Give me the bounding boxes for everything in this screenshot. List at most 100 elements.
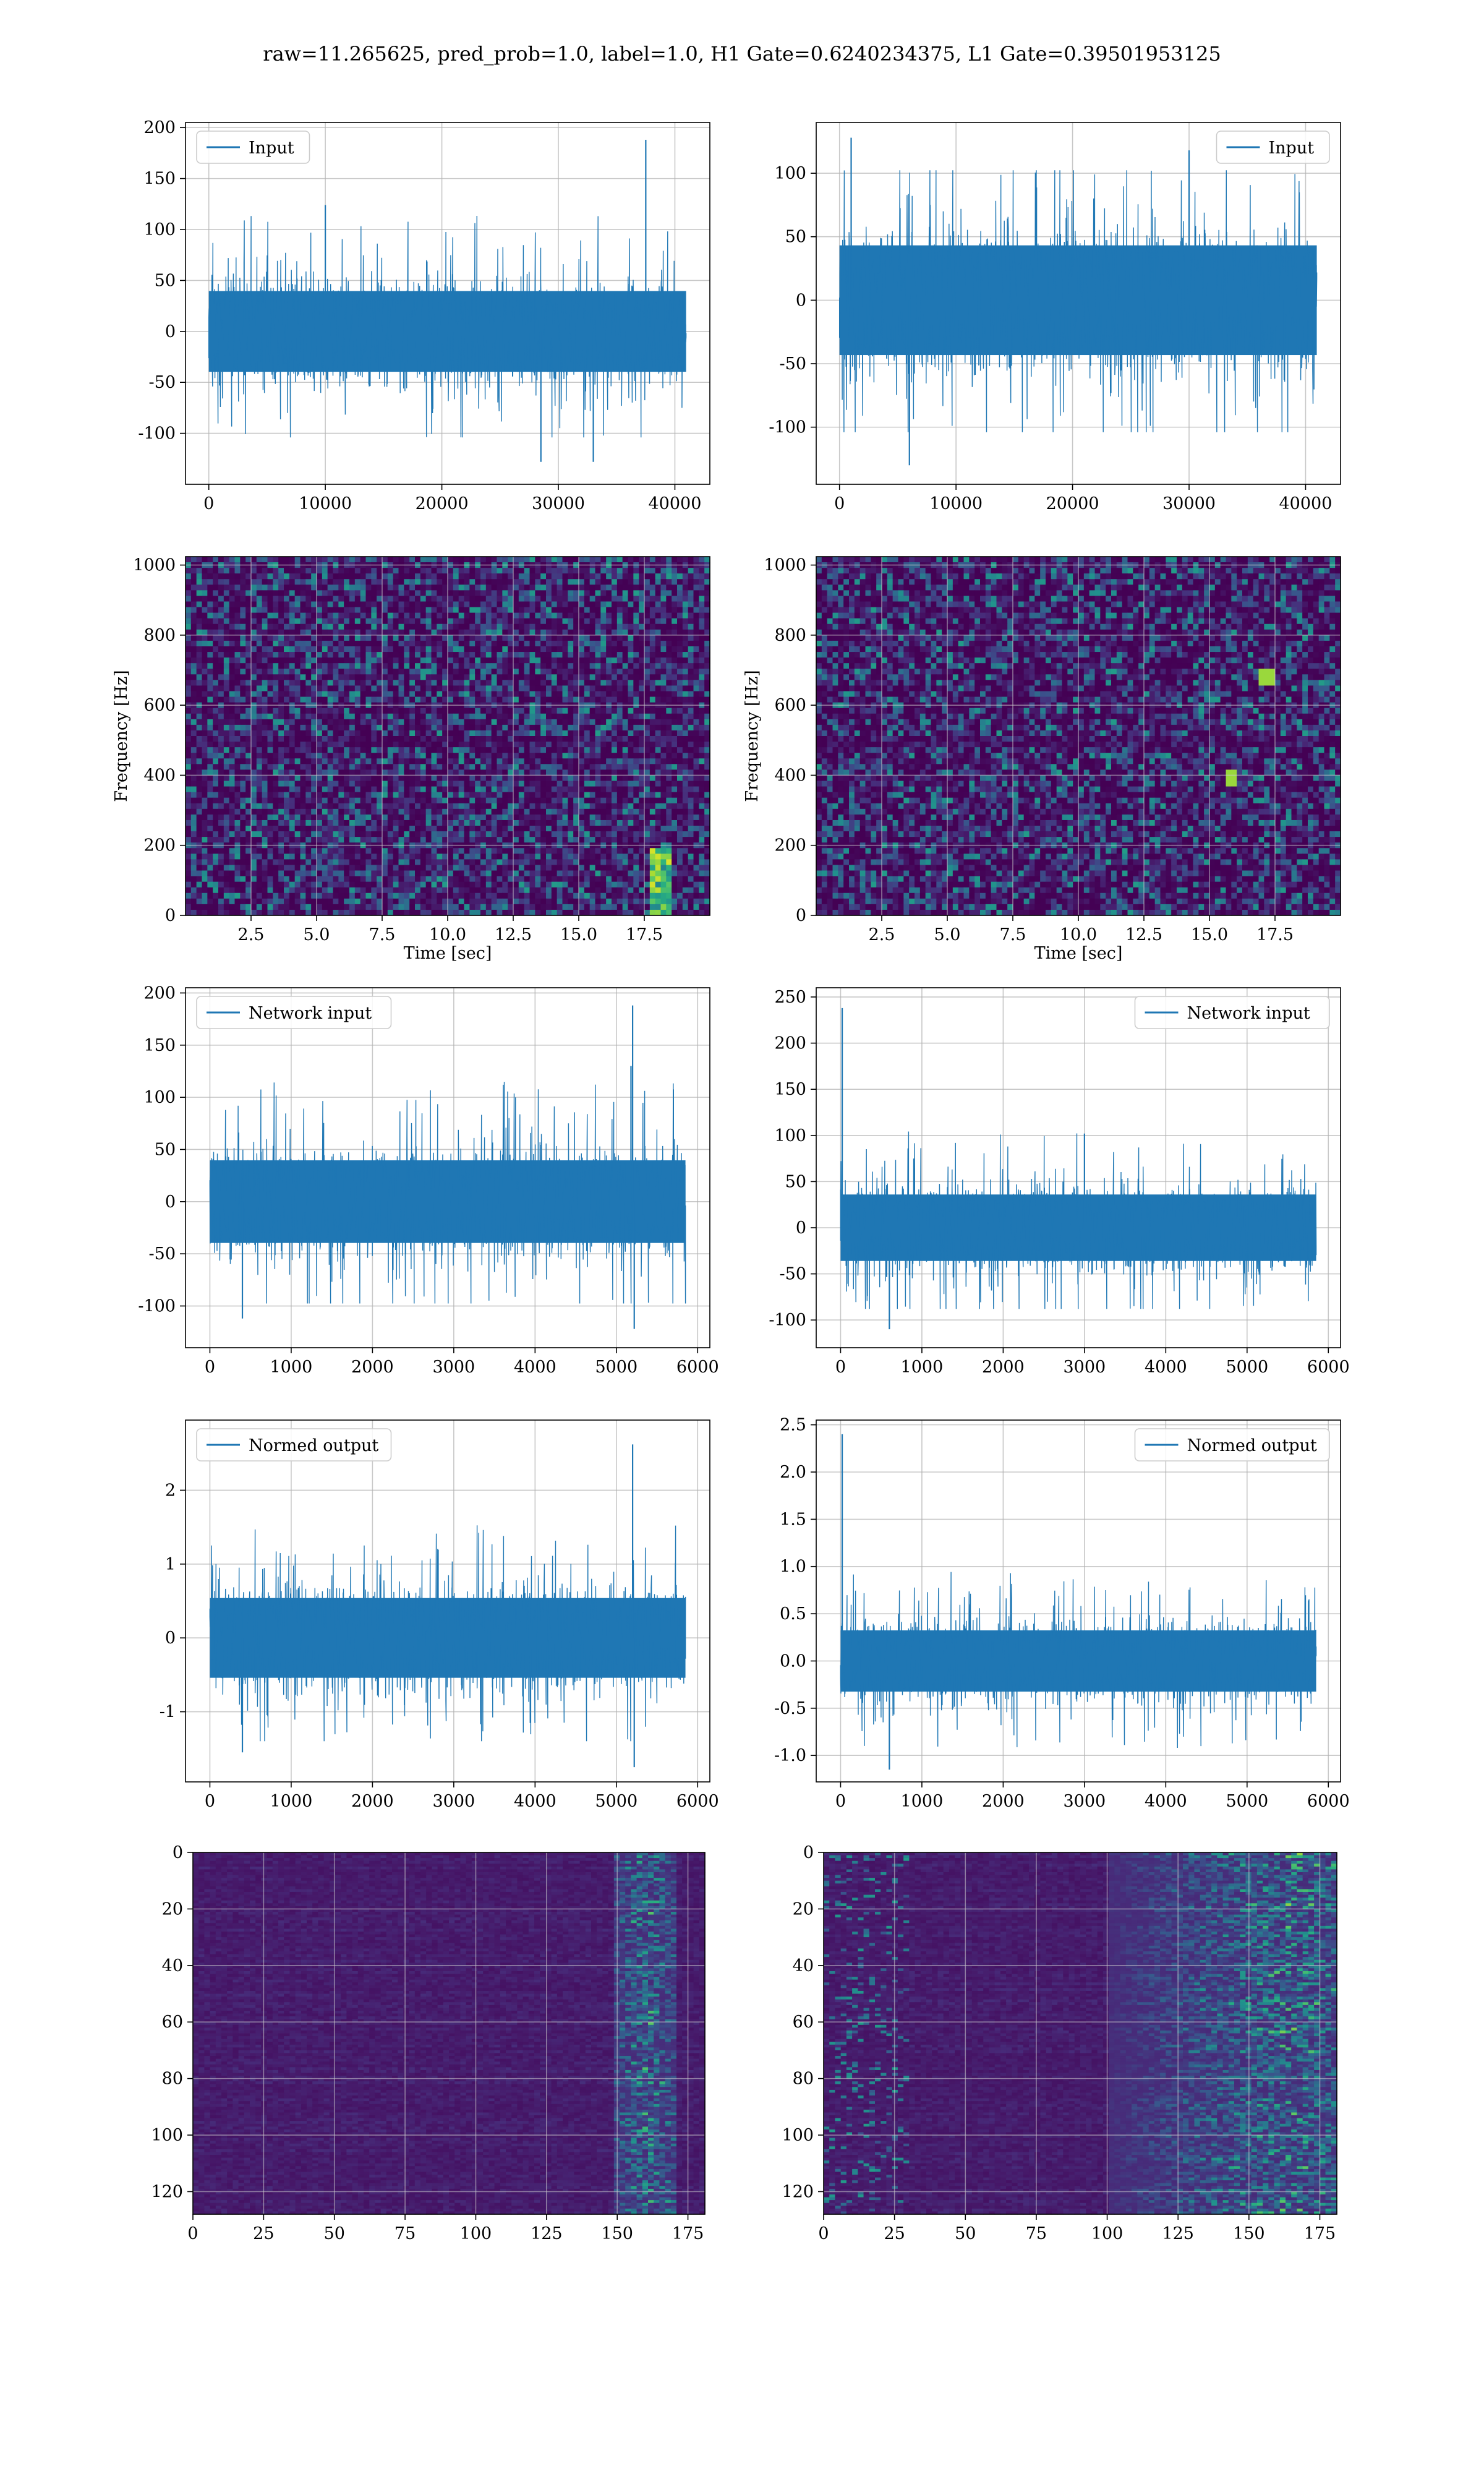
spectrogram-cell	[655, 573, 661, 580]
spectrogram-cell	[459, 820, 464, 826]
spectrogram-cell	[207, 820, 213, 826]
spectrogram-cell	[595, 742, 601, 748]
spectrogram-cell	[513, 691, 519, 698]
spectrogram-cell	[612, 792, 617, 798]
spectrogram-cell	[448, 826, 453, 832]
spectrogram-cell	[191, 680, 197, 686]
spectrogram-cell	[317, 753, 322, 759]
spectrogram-cell	[497, 730, 503, 737]
spectrogram-cell	[508, 730, 513, 737]
spectrogram-cell	[409, 803, 415, 810]
spectrogram-cell	[355, 781, 360, 787]
spectrogram-cell	[268, 809, 273, 815]
spectrogram-cell	[202, 635, 208, 641]
spectrogram-cell	[606, 815, 612, 821]
spectrogram-cell	[672, 725, 677, 731]
spectrogram-cell	[480, 590, 486, 596]
spectrogram-cell	[683, 730, 688, 737]
spectrogram-cell	[475, 708, 480, 714]
spectrogram-cell	[584, 775, 590, 781]
spectrogram-cell	[355, 641, 360, 647]
spectrogram-cell	[420, 584, 426, 591]
spectrogram-cell	[377, 719, 382, 726]
spectrogram-cell	[245, 652, 251, 658]
spectrogram-cell	[245, 803, 251, 810]
spectrogram-cell	[683, 719, 688, 726]
spectrogram-cell	[694, 624, 699, 630]
spectrogram-cell	[432, 602, 437, 608]
spectrogram-cell	[612, 730, 617, 737]
spectrogram-cell	[628, 719, 634, 726]
spectrogram-cell	[432, 775, 437, 781]
spectrogram-cell	[262, 714, 268, 720]
spectrogram-cell	[530, 568, 535, 574]
spectrogram-cell	[535, 652, 540, 658]
spectrogram-cell	[557, 613, 563, 619]
spectrogram-cell	[530, 792, 535, 798]
spectrogram-cell	[694, 730, 699, 737]
spectrogram-cell	[683, 758, 688, 764]
spectrogram-cell	[448, 635, 453, 641]
spectrogram-cell	[399, 624, 404, 630]
spectrogram-cell	[475, 730, 480, 737]
spectrogram-cell	[688, 657, 694, 664]
spectrogram-cell	[508, 719, 513, 726]
spectrogram-cell	[366, 663, 372, 669]
spectrogram-cell	[191, 697, 197, 703]
spectrogram-cell	[404, 663, 409, 669]
spectrogram-cell	[672, 674, 677, 680]
spectrogram-cell	[519, 680, 524, 686]
spectrogram-cell	[273, 798, 278, 804]
spectrogram-cell	[563, 714, 568, 720]
spectrogram-cell	[251, 725, 257, 731]
spectrogram-cell	[328, 697, 333, 703]
spectrogram-cell	[492, 674, 497, 680]
spectrogram-cell	[207, 725, 213, 731]
spectrogram-cell	[311, 618, 317, 625]
spectrogram-cell	[442, 769, 448, 776]
spectrogram-cell	[377, 579, 382, 585]
spectrogram-cell	[186, 831, 191, 837]
spectrogram-cell	[235, 579, 241, 585]
spectrogram-cell	[349, 742, 355, 748]
spectrogram-cell	[251, 568, 257, 574]
spectrogram-cell	[355, 680, 360, 686]
spectrogram-cell	[563, 787, 568, 793]
spectrogram-cell	[257, 630, 262, 636]
spectrogram-cell	[666, 669, 672, 675]
spectrogram-cell	[388, 663, 393, 669]
spectrogram-cell	[399, 663, 404, 669]
spectrogram-cell	[546, 764, 552, 770]
spectrogram-cell	[426, 753, 432, 759]
spectrogram-cell	[344, 820, 349, 826]
spectrogram-cell	[661, 630, 667, 636]
spectrogram-cell	[301, 641, 306, 647]
spectrogram-cell	[535, 809, 540, 815]
spectrogram-cell	[191, 747, 197, 753]
spectrogram-cell	[360, 691, 366, 698]
spectrogram-cell	[289, 691, 295, 698]
spectrogram-cell	[344, 747, 349, 753]
spectrogram-cell	[513, 602, 519, 608]
spectrogram-cell	[563, 646, 568, 653]
spectrogram-cell	[459, 685, 464, 691]
spectrogram-cell	[513, 792, 519, 798]
spectrogram-cell	[360, 714, 366, 720]
spectrogram-cell	[535, 590, 540, 596]
spectrogram-cell	[273, 557, 278, 563]
spectrogram-cell	[699, 618, 704, 625]
spectrogram-cell	[333, 831, 339, 837]
spectrogram-cell	[197, 630, 202, 636]
spectrogram-cell	[437, 641, 442, 647]
spectrogram-cell	[639, 769, 644, 776]
spectrogram-cell	[268, 792, 273, 798]
spectrogram-cell	[224, 663, 229, 669]
spectrogram-cell	[623, 557, 628, 563]
spectrogram-cell	[415, 753, 420, 759]
spectrogram-cell	[328, 613, 333, 619]
spectrogram-cell	[268, 820, 273, 826]
spectrogram-cell	[623, 764, 628, 770]
spectrogram-cell	[600, 630, 606, 636]
spectrogram-cell	[257, 641, 262, 647]
spectrogram-cell	[262, 758, 268, 764]
